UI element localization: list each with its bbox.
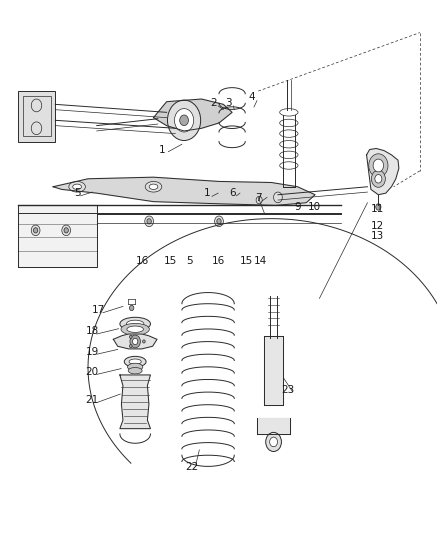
Ellipse shape	[127, 326, 144, 333]
Circle shape	[130, 305, 134, 311]
Text: 18: 18	[85, 326, 99, 336]
Circle shape	[130, 344, 132, 348]
Text: 21: 21	[85, 395, 99, 406]
Circle shape	[270, 437, 278, 447]
Text: 5: 5	[186, 256, 193, 266]
Text: 12: 12	[371, 221, 384, 231]
Circle shape	[147, 219, 151, 224]
Circle shape	[145, 216, 153, 227]
Circle shape	[33, 228, 38, 233]
Circle shape	[62, 225, 71, 236]
Ellipse shape	[127, 320, 144, 328]
Text: 15: 15	[163, 256, 177, 266]
Circle shape	[31, 225, 40, 236]
Bar	[22, 96, 51, 136]
Ellipse shape	[129, 359, 141, 365]
Text: 2: 2	[210, 98, 217, 108]
Polygon shape	[53, 177, 315, 205]
Ellipse shape	[149, 184, 158, 189]
Circle shape	[180, 115, 188, 126]
Circle shape	[217, 219, 221, 224]
Circle shape	[215, 216, 223, 227]
Circle shape	[167, 100, 201, 141]
Ellipse shape	[73, 184, 81, 189]
Polygon shape	[113, 334, 157, 349]
Ellipse shape	[69, 181, 85, 192]
Circle shape	[369, 154, 388, 177]
Polygon shape	[153, 99, 232, 131]
Text: 4: 4	[249, 92, 255, 102]
Text: 23: 23	[281, 385, 295, 395]
Circle shape	[376, 204, 381, 210]
Polygon shape	[120, 375, 150, 429]
Circle shape	[143, 340, 145, 343]
Ellipse shape	[127, 364, 143, 370]
Circle shape	[274, 192, 283, 203]
Text: 17: 17	[92, 305, 105, 315]
Ellipse shape	[121, 324, 149, 335]
Circle shape	[133, 338, 138, 345]
Text: 10: 10	[307, 202, 321, 212]
Text: 3: 3	[225, 98, 232, 108]
Text: 5: 5	[74, 188, 81, 198]
Ellipse shape	[124, 357, 146, 367]
Text: 1: 1	[159, 144, 166, 155]
Polygon shape	[264, 336, 283, 405]
Polygon shape	[367, 149, 399, 195]
Circle shape	[130, 335, 141, 348]
Text: 13: 13	[371, 231, 384, 241]
Circle shape	[130, 335, 132, 338]
Text: 9: 9	[294, 202, 301, 212]
Text: 6: 6	[230, 188, 236, 198]
Ellipse shape	[145, 181, 162, 192]
Circle shape	[373, 159, 384, 172]
Circle shape	[64, 228, 68, 233]
Text: 1: 1	[204, 188, 210, 198]
Ellipse shape	[120, 317, 150, 330]
Circle shape	[174, 109, 194, 132]
Circle shape	[375, 174, 382, 183]
Circle shape	[266, 432, 282, 451]
Polygon shape	[257, 418, 290, 434]
Circle shape	[31, 99, 42, 112]
Text: 22: 22	[185, 463, 198, 472]
Bar	[18, 91, 55, 142]
Text: 16: 16	[212, 256, 225, 266]
Text: 11: 11	[371, 204, 384, 214]
Circle shape	[371, 170, 385, 187]
Text: 16: 16	[135, 256, 149, 266]
Polygon shape	[18, 205, 97, 266]
Text: 20: 20	[85, 367, 99, 377]
Ellipse shape	[128, 368, 142, 374]
Text: 14: 14	[254, 256, 268, 266]
Circle shape	[31, 122, 42, 135]
Circle shape	[256, 196, 262, 204]
Text: 19: 19	[85, 346, 99, 357]
Text: 7: 7	[255, 193, 261, 204]
Text: 15: 15	[240, 256, 253, 266]
